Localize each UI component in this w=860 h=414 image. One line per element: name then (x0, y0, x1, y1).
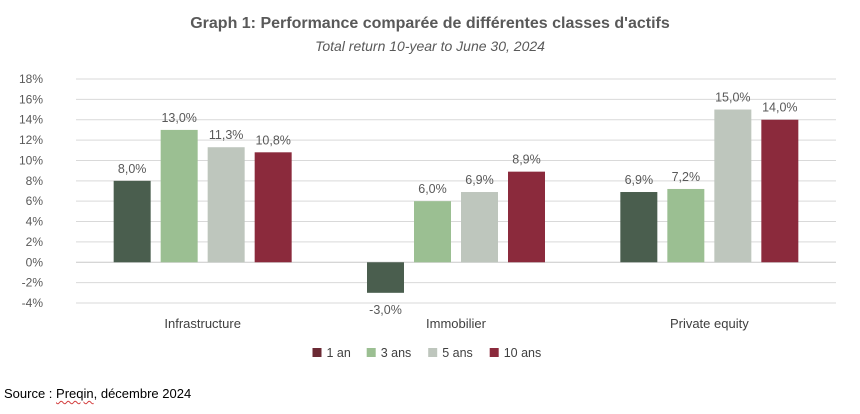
bar-1-an-immobilier (367, 262, 404, 293)
y-tick-label: 2% (26, 235, 44, 249)
data-label: -3,0% (369, 303, 402, 317)
y-tick-label: -2% (22, 276, 44, 290)
y-tick-label: 10% (19, 153, 43, 167)
y-tick-label: 4% (26, 215, 44, 229)
legend-label: 5 ans (442, 346, 473, 360)
data-label: 11,3% (209, 128, 244, 142)
legend-swatch (489, 348, 499, 357)
bar-10-ans-private-equity (761, 119, 799, 263)
source-suffix: , décembre 2024 (93, 386, 192, 401)
data-label: 15,0% (715, 91, 750, 105)
chart-subtitle: Total return 10-year to June 30, 2024 (315, 38, 545, 54)
bar-5-ans-immobilier (461, 192, 498, 263)
y-tick-label: 16% (19, 92, 43, 106)
bar-3-ans-private-equity (667, 188, 705, 263)
y-tick-label: 8% (26, 174, 44, 188)
x-category-label: Immobilier (426, 316, 487, 331)
gridlines (76, 78, 836, 304)
data-label: 8,9% (512, 153, 541, 167)
source-prefix: Source : (4, 386, 57, 401)
bar-10-ans-infrastructure (254, 152, 292, 263)
chart-title: Graph 1: Performance comparée de différe… (190, 15, 670, 32)
bar-5-ans-private-equity (714, 109, 752, 263)
source-name: Preqin (56, 386, 94, 401)
y-tick-label: 12% (19, 133, 43, 147)
y-tick-label: -4% (22, 296, 44, 310)
data-label: 6,0% (418, 182, 447, 196)
legend-swatch (312, 348, 322, 357)
data-label: 13,0% (161, 111, 196, 125)
bars (113, 109, 799, 293)
data-label: 14,0% (762, 101, 797, 115)
legend-label: 10 ans (504, 346, 542, 360)
data-label: 8,0% (118, 162, 147, 176)
x-category-label: Private equity (670, 316, 749, 331)
data-label: 6,9% (625, 173, 654, 187)
legend-label: 3 ans (381, 346, 412, 360)
y-tick-label: 0% (26, 255, 44, 269)
x-axis-categories: Infrastructure Immobilier Private equity (164, 316, 749, 331)
bar-10-ans-immobilier (508, 171, 545, 263)
bar-5-ans-infrastructure (207, 147, 245, 263)
legend-swatch (428, 348, 438, 357)
x-category-label: Infrastructure (164, 316, 241, 331)
legend-label: 1 an (327, 346, 351, 360)
bar-1-an-private-equity (620, 192, 658, 263)
data-labels: 8,0% 13,0% 11,3% 10,8% -3,0% 6,0% 6,9% 8,9% 6,9%… (118, 91, 798, 317)
y-tick-label: 18% (19, 72, 43, 86)
bar-3-ans-infrastructure (160, 129, 198, 263)
data-label: 10,8% (255, 133, 290, 147)
bar-1-an-infrastructure (113, 180, 151, 263)
data-label: 7,2% (672, 170, 701, 184)
data-label: 6,9% (465, 173, 494, 187)
y-tick-label: 14% (19, 113, 43, 127)
legend: 1 an 3 ans 5 ans 10 ans (312, 346, 542, 360)
source-note: Source : Preqin, décembre 2024 (4, 386, 191, 401)
y-axis-ticks: 18% 16% 14% 12% 10% 8% 6% 4% 2% 0% -2% -4% (19, 72, 43, 310)
y-tick-label: 6% (26, 194, 44, 208)
legend-swatch (366, 348, 376, 357)
bar-3-ans-immobilier (414, 201, 451, 263)
